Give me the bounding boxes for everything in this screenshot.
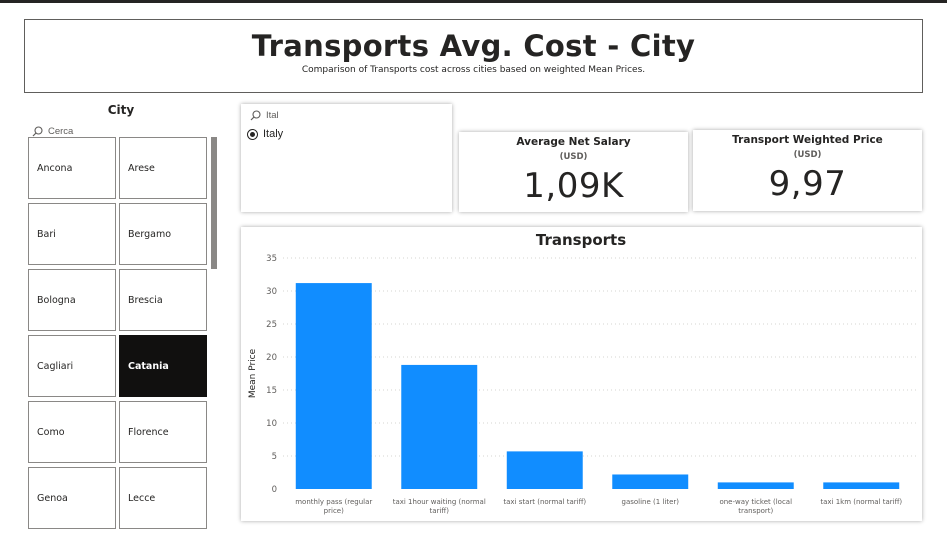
y-tick-label: 35 (266, 254, 277, 264)
country-slicer: Ital Italy (241, 104, 452, 212)
report-subtitle: Comparison of Transports cost across cit… (301, 65, 646, 75)
city-tile-list: Ancona Arese Bari Bergamo Bologna Brescia Cagl… (28, 137, 210, 533)
x-tick-label: taxi 1hour waiting (normal (393, 498, 486, 506)
city-tile-bergamo[interactable]: Bergamo (119, 203, 207, 265)
x-tick-label: monthly pass (regular (295, 498, 372, 506)
bar-3 (612, 474, 689, 489)
top-border (0, 0, 947, 3)
city-tile-genoa[interactable]: Genoa (28, 467, 116, 529)
kpi-card-transport-weighted-price: Transport Weighted Price (USD) 9,97 (693, 130, 922, 211)
kpi-value: 9,97 (768, 164, 847, 204)
city-tile-label: Como (37, 426, 65, 438)
city-tile-label: Lecce (128, 492, 156, 504)
y-tick-label: 5 (272, 452, 277, 462)
y-tick-label: 25 (266, 320, 277, 330)
city-search-placeholder: Cerca (48, 125, 74, 137)
y-tick-label: 30 (266, 287, 277, 297)
city-slicer-title: City (107, 103, 135, 117)
city-tile-bari[interactable]: Bari (28, 203, 116, 265)
report-title: Transports Avg. Cost - City (251, 29, 696, 63)
chart-svg: Transports Mean Price 0 5 10 15 20 25 30 35 monthl… (248, 231, 916, 515)
kpi-unit: (USD) (559, 152, 588, 162)
city-tile-catania[interactable]: Catania (119, 335, 207, 397)
search-icon (32, 125, 43, 136)
x-tick-label: gasoline (1 liter) (622, 498, 680, 506)
city-tile-como[interactable]: Como (28, 401, 116, 463)
city-tile-label: Florence (128, 426, 169, 438)
city-tile-ancona[interactable]: Ancona (28, 137, 116, 199)
bar-4 (717, 482, 794, 489)
city-tile-lecce[interactable]: Lecce (119, 467, 207, 529)
x-tick-label: taxi 1km (normal tariff) (820, 498, 902, 506)
transports-bar-chart: Transports Mean Price 0 5 10 15 20 25 30 35 monthl… (241, 227, 922, 521)
bar-2 (506, 451, 583, 489)
country-search-value: Ital (266, 110, 279, 121)
y-tick-label: 0 (272, 485, 277, 495)
city-tile-label: Bergamo (128, 228, 172, 240)
country-search-input[interactable]: Ital (250, 110, 279, 121)
kpi-unit: (USD) (793, 150, 822, 160)
x-tick-label: price) (324, 507, 344, 515)
city-tile-label: Bari (37, 228, 56, 240)
chart-title: Transports (536, 231, 626, 249)
city-tile-bologna[interactable]: Bologna (28, 269, 116, 331)
x-tick-label: one-way ticket (local (719, 498, 792, 506)
bar-0 (295, 283, 372, 489)
city-tile-label: Cagliari (37, 360, 74, 372)
city-tile-arese[interactable]: Arese (119, 137, 207, 199)
city-tile-label: Genoa (37, 492, 68, 504)
kpi-card-average-net-salary: Average Net Salary (USD) 1,09K (459, 132, 688, 212)
y-tick-label: 20 (266, 353, 277, 363)
kpi-value: 1,09K (523, 166, 624, 206)
y-tick-label: 15 (266, 386, 277, 396)
y-axis-label: Mean Price (248, 348, 258, 398)
city-tile-florence[interactable]: Florence (119, 401, 207, 463)
city-tile-label: Ancona (37, 162, 73, 174)
city-tile-label: Arese (128, 162, 155, 174)
bar-1 (401, 364, 478, 489)
x-tick-label: tariff) (430, 507, 450, 515)
city-tile-label: Brescia (128, 294, 163, 306)
y-tick-label: 10 (266, 419, 277, 429)
city-tile-brescia[interactable]: Brescia (119, 269, 207, 331)
bar-5 (823, 482, 900, 489)
country-option-italy[interactable]: Italy (247, 128, 283, 140)
city-tile-label: Catania (128, 360, 169, 372)
radio-selected-icon (247, 128, 258, 140)
kpi-title: Average Net Salary (516, 136, 631, 148)
x-tick-label: transport) (738, 507, 773, 515)
country-option-label: Italy (263, 128, 284, 140)
city-list-scrollbar[interactable] (211, 137, 217, 269)
city-tile-label: Bologna (37, 294, 76, 306)
search-icon (250, 110, 261, 121)
city-tile-cagliari[interactable]: Cagliari (28, 335, 116, 397)
kpi-title: Transport Weighted Price (732, 134, 883, 146)
x-tick-label: taxi start (normal tariff) (503, 498, 586, 506)
city-search-input[interactable]: Cerca (32, 124, 73, 138)
report-header: Transports Avg. Cost - City Comparison o… (24, 19, 923, 93)
